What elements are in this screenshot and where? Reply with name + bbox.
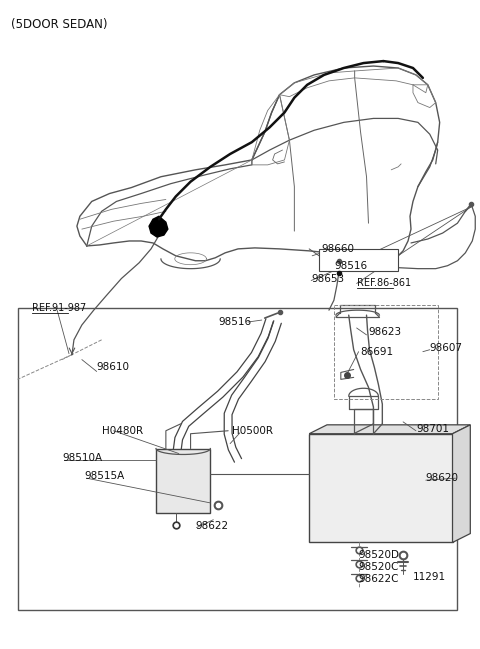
Text: 98653: 98653: [311, 273, 344, 284]
Text: H0500R: H0500R: [232, 426, 273, 435]
Text: 98620: 98620: [426, 473, 459, 484]
Bar: [156, 448, 210, 513]
Text: 86691: 86691: [360, 347, 394, 357]
Text: 11291: 11291: [413, 572, 446, 582]
Text: 98516: 98516: [219, 317, 252, 327]
Text: 98610: 98610: [96, 363, 130, 373]
Bar: [334, 305, 438, 399]
Bar: [18, 308, 457, 609]
Polygon shape: [149, 216, 168, 237]
Text: 98607: 98607: [430, 343, 463, 352]
Text: REF.86-861: REF.86-861: [357, 278, 411, 288]
Text: 98623: 98623: [369, 327, 402, 337]
Text: 98515A: 98515A: [85, 471, 125, 481]
Text: 98622C: 98622C: [359, 574, 399, 584]
Text: 98622: 98622: [195, 520, 228, 531]
Text: 98510A: 98510A: [62, 454, 102, 463]
Text: REF.91-987: REF.91-987: [33, 303, 87, 313]
Text: (5DOOR SEDAN): (5DOOR SEDAN): [11, 18, 107, 31]
Bar: [319, 249, 398, 271]
Text: 98660: 98660: [321, 244, 354, 254]
Text: 98701: 98701: [416, 424, 449, 434]
Text: 98516: 98516: [334, 261, 367, 271]
Polygon shape: [309, 425, 470, 434]
Text: H0480R: H0480R: [102, 426, 143, 435]
Text: 98520C: 98520C: [359, 562, 399, 572]
Bar: [309, 434, 453, 543]
Text: 98520D: 98520D: [359, 550, 400, 560]
Polygon shape: [453, 425, 470, 543]
